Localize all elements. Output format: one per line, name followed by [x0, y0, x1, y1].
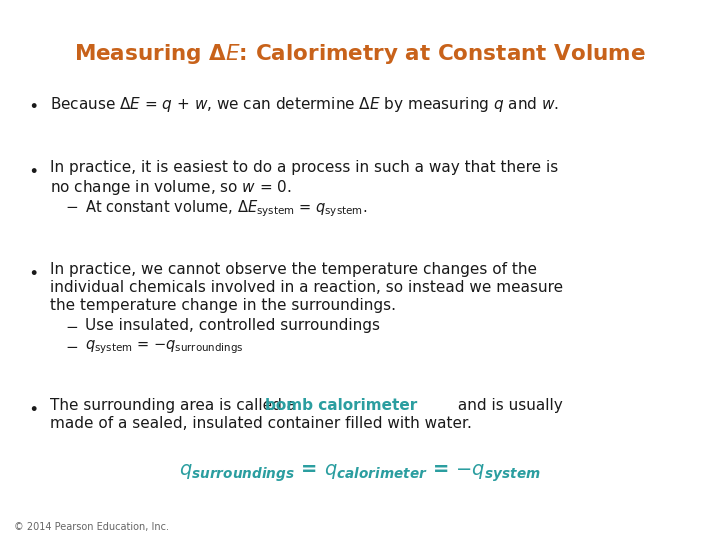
Text: $\bullet$: $\bullet$: [28, 262, 37, 280]
Text: $-$: $-$: [65, 318, 78, 333]
Text: Because $\Delta\mathit{E}$ = $\mathit{q}$ + $\mathit{w}$, we can determine $\Del: Because $\Delta\mathit{E}$ = $\mathit{q}…: [50, 95, 559, 114]
Text: Use insulated, controlled surroundings: Use insulated, controlled surroundings: [85, 318, 380, 333]
Text: © 2014 Pearson Education, Inc.: © 2014 Pearson Education, Inc.: [14, 522, 169, 532]
Text: bomb calorimeter: bomb calorimeter: [265, 398, 418, 413]
Text: The surrounding area is called a: The surrounding area is called a: [50, 398, 301, 413]
Text: the temperature change in the surroundings.: the temperature change in the surroundin…: [50, 298, 396, 313]
Text: $\mathit{q}_\mathregular{surroundings}$ = $\mathit{q}_\mathregular{calorimeter}$: $\mathit{q}_\mathregular{surroundings}$ …: [179, 462, 541, 483]
Text: In practice, we cannot observe the temperature changes of the: In practice, we cannot observe the tempe…: [50, 262, 537, 277]
Text: individual chemicals involved in a reaction, so instead we measure: individual chemicals involved in a react…: [50, 280, 563, 295]
Text: no change in volume, so $\mathit{w}$ = 0.: no change in volume, so $\mathit{w}$ = 0…: [50, 178, 292, 197]
Text: Measuring $\bf{\Delta}$$\bf{\it{E}}$: Calorimetry at Constant Volume: Measuring $\bf{\Delta}$$\bf{\it{E}}$: Ca…: [74, 42, 646, 66]
Text: At constant volume, $\Delta\mathit{E}_\mathregular{system}$ = $\mathit{q}_\mathr: At constant volume, $\Delta\mathit{E}_\m…: [85, 198, 367, 219]
Text: $\mathit{q}_\mathregular{system}$ = $-\mathit{q}_\mathregular{surroundings}$: $\mathit{q}_\mathregular{system}$ = $-\m…: [85, 338, 243, 356]
Text: made of a sealed, insulated container filled with water.: made of a sealed, insulated container fi…: [50, 416, 472, 431]
Text: $-$: $-$: [65, 198, 78, 213]
Text: $-$: $-$: [65, 338, 78, 353]
Text: and is usually: and is usually: [453, 398, 563, 413]
Text: $\bullet$: $\bullet$: [28, 398, 37, 416]
Text: $\bullet$: $\bullet$: [28, 160, 37, 178]
Text: $\bullet$: $\bullet$: [28, 95, 37, 113]
Text: In practice, it is easiest to do a process in such a way that there is: In practice, it is easiest to do a proce…: [50, 160, 558, 175]
